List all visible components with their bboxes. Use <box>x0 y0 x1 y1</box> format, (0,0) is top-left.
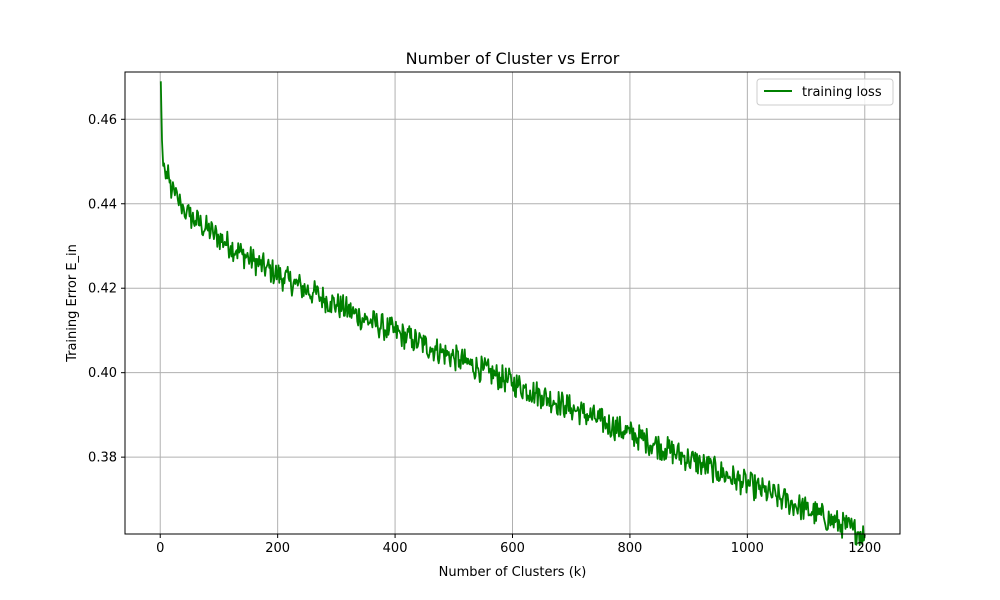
x-tick-label-400: 400 <box>383 541 408 556</box>
y-tick-label-3: 0.44 <box>88 197 117 212</box>
series-line-0 <box>159 81 866 546</box>
legend-label-training-loss: training loss <box>802 85 882 100</box>
x-tick-label-0: 0 <box>156 541 164 556</box>
legend: training loss <box>756 78 894 106</box>
x-tick-label-1200: 1200 <box>848 541 881 556</box>
y-tick-label-0: 0.38 <box>88 451 117 466</box>
plot-lines <box>159 81 866 546</box>
x-tick-label-800: 800 <box>618 541 643 556</box>
x-axis-label: Number of Clusters (k) <box>439 565 587 580</box>
grid <box>125 72 900 534</box>
y-tick-label-4: 0.46 <box>88 113 117 128</box>
x-tick-label-1000: 1000 <box>731 541 764 556</box>
y-tick-label-2: 0.42 <box>88 282 117 297</box>
x-tick-label-600: 600 <box>500 541 525 556</box>
axis-ticks: 0 200 400 600 800 1000 1200 0.38 0.40 0.42 0.44 0.4… <box>88 113 881 556</box>
chart-title: Number of Cluster vs Error <box>406 49 620 68</box>
y-axis-label: Training Error E_in <box>65 244 80 363</box>
legend-box <box>756 78 894 106</box>
x-tick-label-200: 200 <box>265 541 290 556</box>
y-tick-label-1: 0.40 <box>88 366 117 381</box>
